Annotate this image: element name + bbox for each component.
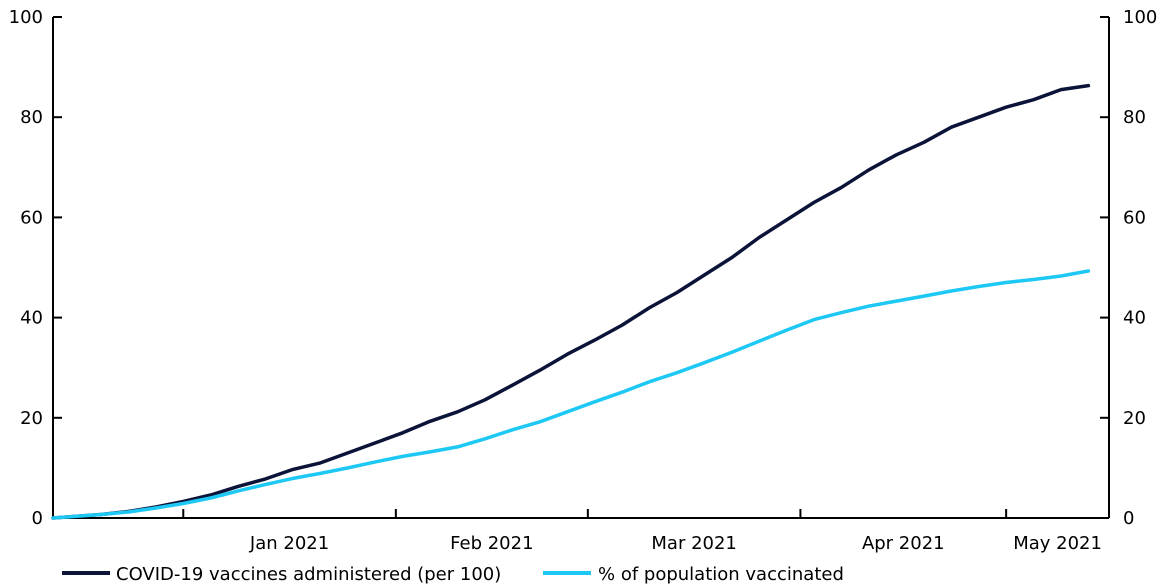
left-y-tick-label: 80 [20, 107, 43, 128]
series-line-1 [51, 269, 1091, 520]
right-y-tick-label: 20 [1123, 408, 1146, 429]
left-y-ticks: 0 20 40 60 80 100 [9, 7, 62, 529]
legend-label-population-vaccinated: % of population vaccinated [598, 564, 844, 585]
axes [52, 17, 1110, 519]
left-y-tick-label: 0 [32, 508, 43, 529]
legend-label-vaccines-administered: COVID-19 vaccines administered (per 100) [116, 564, 501, 585]
x-tick-label: May 2021 [1013, 533, 1102, 554]
right-y-tick-label: 60 [1123, 207, 1146, 228]
left-y-tick-label: 20 [20, 408, 43, 429]
right-y-ticks: 0 20 40 60 80 100 [1100, 7, 1157, 529]
left-y-tick-label: 60 [20, 207, 43, 228]
x-tick-label: Jan 2021 [249, 533, 329, 554]
x-tick-label: Feb 2021 [450, 533, 533, 554]
right-y-tick-label: 100 [1123, 7, 1157, 28]
left-y-tick-label: 40 [20, 308, 43, 329]
x-tick-label: Apr 2021 [862, 533, 945, 554]
right-y-tick-label: 80 [1123, 107, 1146, 128]
series-lines [51, 83, 1091, 520]
right-y-tick-label: 40 [1123, 308, 1146, 329]
series-line-0 [51, 83, 1091, 520]
right-y-tick-label: 0 [1123, 508, 1134, 529]
left-y-tick-label: 100 [9, 7, 43, 28]
x-tick-label: Mar 2021 [651, 533, 737, 554]
legend: COVID-19 vaccines administered (per 100)… [62, 564, 844, 585]
x-ticks: Jan 2021 Feb 2021 Mar 2021 Apr 2021 May 2021 [182, 509, 1102, 554]
